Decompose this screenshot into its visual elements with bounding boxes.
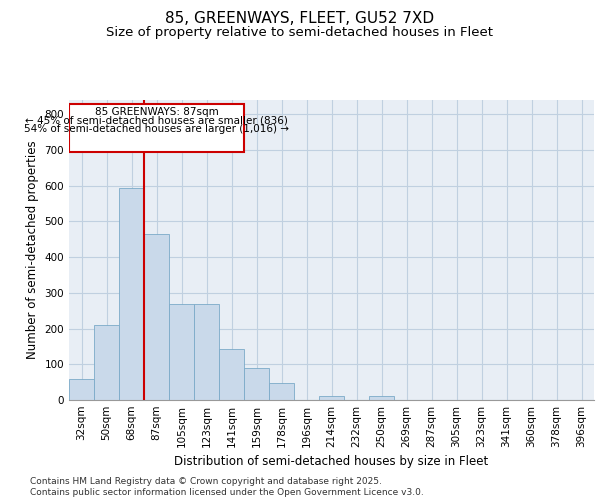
- Bar: [119, 188, 144, 400]
- Bar: [69, 104, 244, 152]
- Text: 54% of semi-detached houses are larger (1,016) →: 54% of semi-detached houses are larger (…: [24, 124, 289, 134]
- Bar: [194, 304, 219, 400]
- X-axis label: Distribution of semi-detached houses by size in Fleet: Distribution of semi-detached houses by …: [175, 456, 488, 468]
- Text: Contains HM Land Registry data © Crown copyright and database right 2025.
Contai: Contains HM Land Registry data © Crown c…: [30, 478, 424, 497]
- Text: 85, GREENWAYS, FLEET, GU52 7XD: 85, GREENWAYS, FLEET, GU52 7XD: [166, 11, 434, 26]
- Text: Size of property relative to semi-detached houses in Fleet: Size of property relative to semi-detach…: [107, 26, 493, 39]
- Text: 85 GREENWAYS: 87sqm: 85 GREENWAYS: 87sqm: [95, 107, 218, 117]
- Bar: [69, 378, 94, 400]
- Bar: [144, 234, 169, 400]
- Bar: [269, 383, 294, 400]
- Text: ← 45% of semi-detached houses are smaller (836): ← 45% of semi-detached houses are smalle…: [25, 116, 288, 126]
- Bar: [244, 368, 269, 400]
- Bar: [169, 304, 194, 400]
- Bar: [94, 325, 119, 400]
- Y-axis label: Number of semi-detached properties: Number of semi-detached properties: [26, 140, 39, 360]
- Bar: [219, 349, 244, 400]
- Bar: [319, 396, 344, 400]
- Bar: [369, 396, 394, 400]
